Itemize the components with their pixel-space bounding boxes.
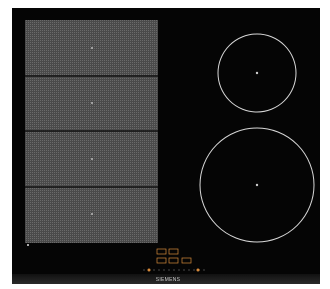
- control-button[interactable]: [148, 269, 151, 272]
- control-button[interactable]: [197, 269, 200, 272]
- zone-mark: [91, 158, 93, 160]
- zone-center: [256, 72, 258, 74]
- zone-mark: [91, 47, 93, 49]
- zone-indicator: [27, 244, 29, 246]
- page: {"brand": "SIEMENS"}: [0, 0, 330, 289]
- brand-logo: SIEMENS: [156, 277, 181, 283]
- hob-image: SIEMENS: [0, 0, 330, 289]
- zone-mark: [91, 102, 93, 104]
- zone-mark: [91, 213, 93, 215]
- flex-zone: [25, 20, 158, 246]
- zone-center: [256, 184, 258, 186]
